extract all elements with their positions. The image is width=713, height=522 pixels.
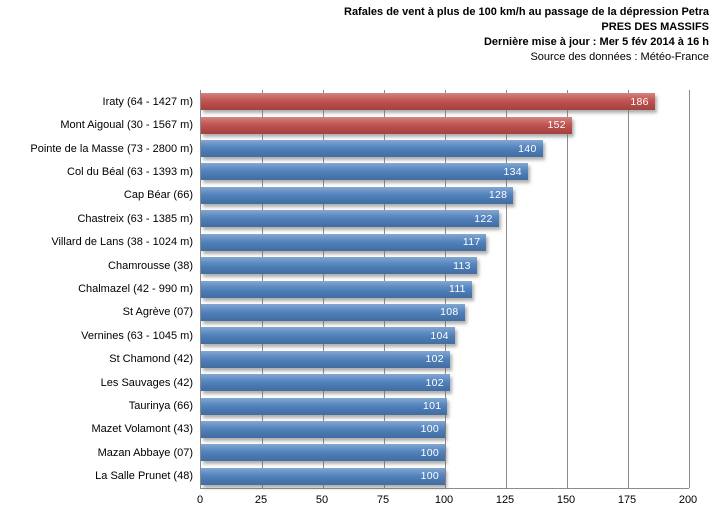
category-label: Les Sauvages (42) xyxy=(100,376,193,389)
category-label: Villard de Lans (38 - 1024 m) xyxy=(51,236,193,249)
bar: 122 xyxy=(201,210,499,228)
bar-value-label: 100 xyxy=(420,423,439,436)
x-tick-label: 150 xyxy=(556,494,576,506)
category-label: Cap Béar (66) xyxy=(123,189,193,202)
category-label: Chamrousse (38) xyxy=(108,259,193,272)
gridline xyxy=(689,90,690,488)
bar: 152 xyxy=(201,116,572,134)
bar: 111 xyxy=(201,280,472,298)
bar-value-label: 102 xyxy=(425,353,444,366)
category-label: Chalmazel (42 - 990 m) xyxy=(78,283,193,295)
category-label: Iraty (64 - 1427 m) xyxy=(102,95,193,108)
chart-subtitle: PRES DES MASSIFS xyxy=(601,21,709,33)
bar: 102 xyxy=(201,374,450,392)
bar-value-label: 152 xyxy=(547,119,566,132)
gridline xyxy=(567,90,568,488)
bar-value-label: 104 xyxy=(430,329,449,342)
category-label: Chastreix (63 - 1385 m) xyxy=(77,212,193,225)
bar: 128 xyxy=(201,186,514,204)
category-label: St Chamond (42) xyxy=(109,353,193,366)
category-label: La Salle Prunet (48) xyxy=(95,470,193,483)
bar-value-label: 134 xyxy=(503,165,522,178)
bar-value-label: 100 xyxy=(420,446,439,459)
gridline xyxy=(628,90,629,488)
x-tick-label: 0 xyxy=(196,494,204,506)
category-label: Vernines (63 - 1045 m) xyxy=(81,329,193,342)
bar-value-label: 102 xyxy=(425,376,444,389)
bar-value-label: 101 xyxy=(423,400,442,413)
bar-value-label: 111 xyxy=(448,283,466,295)
category-label: St Agrève (07) xyxy=(122,306,193,319)
bar-value-label: 113 xyxy=(453,259,471,272)
category-label: Mazet Volamont (43) xyxy=(91,423,194,436)
chart-update-line: Dernière mise à jour : Mer 5 fév 2014 à … xyxy=(483,36,709,48)
category-axis: Iraty (64 - 1427 m) Mont Aigoual (30 - 15… xyxy=(0,90,193,488)
bar-value-label: 100 xyxy=(420,470,439,483)
plot-area: 186 152 140 134 128 122 117 113 111 108 104 102 102 1… xyxy=(200,90,690,489)
bar: 108 xyxy=(201,303,465,321)
bar: 140 xyxy=(201,140,543,158)
category-label: Col du Béal (63 - 1393 m) xyxy=(67,165,193,178)
x-tick-label: 200 xyxy=(678,494,698,506)
bar: 134 xyxy=(201,163,528,181)
bar-value-label: 186 xyxy=(630,95,649,108)
bar: 100 xyxy=(201,420,445,438)
x-tick-label: 125 xyxy=(495,494,515,506)
bar-value-label: 117 xyxy=(462,236,481,249)
chart-title: Rafales de vent à plus de 100 km/h au pa… xyxy=(344,6,709,18)
bar: 102 xyxy=(201,350,450,368)
gridline xyxy=(506,90,507,488)
category-label: Mont Aigoual (30 - 1567 m) xyxy=(60,119,193,132)
bar-value-label: 108 xyxy=(440,306,459,319)
x-axis: 0 25 50 75 100 125 150 175 200 xyxy=(196,494,697,510)
chart-source-line: Source des données : Météo-France xyxy=(530,51,709,63)
bar: 113 xyxy=(201,257,477,275)
category-label: Taurinya (66) xyxy=(128,400,193,413)
x-tick-label: 100 xyxy=(434,494,454,506)
bar-value-label: 128 xyxy=(488,189,508,202)
bar: 104 xyxy=(201,327,455,345)
bar: 117 xyxy=(201,233,487,251)
x-tick-label: 75 xyxy=(376,494,390,506)
bar: 186 xyxy=(201,93,655,111)
bar-value-label: 122 xyxy=(474,212,493,225)
bar: 101 xyxy=(201,397,448,415)
chart-header: Rafales de vent à plus de 100 km/h au pa… xyxy=(344,5,709,65)
bar-value-label: 140 xyxy=(518,142,537,155)
bar: 100 xyxy=(201,467,445,485)
x-tick-label: 175 xyxy=(617,494,637,506)
x-tick-label: 25 xyxy=(254,494,268,506)
category-label: Pointe de la Masse (73 - 2800 m) xyxy=(30,142,193,155)
bar: 100 xyxy=(201,444,445,462)
category-label: Mazan Abbaye (07) xyxy=(97,446,193,459)
x-tick-label: 50 xyxy=(315,494,329,506)
